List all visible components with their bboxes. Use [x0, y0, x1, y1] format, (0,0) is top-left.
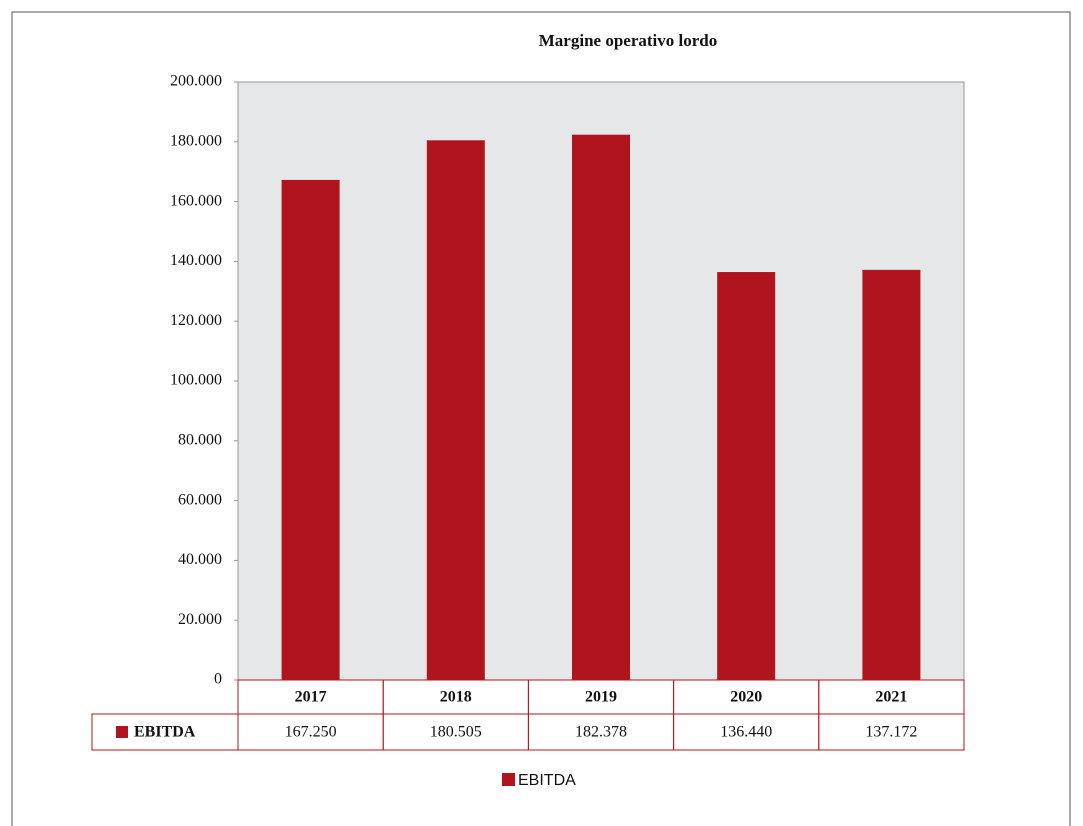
- frame: [11, 11, 1071, 826]
- y-tick-label: 40.000: [178, 551, 222, 568]
- y-tick-label: 20.000: [178, 611, 222, 628]
- y-tick-label: 100.000: [170, 372, 222, 389]
- x-tick-label: 2018: [440, 689, 472, 706]
- table-cell: [818, 679, 965, 751]
- bar: [572, 134, 630, 681]
- x-tick-label: 2021: [875, 689, 907, 706]
- y-tick-label: 60.000: [178, 491, 222, 508]
- data-label: 182.378: [575, 724, 627, 741]
- data-label: 180.505: [430, 724, 482, 741]
- bar: [717, 272, 776, 680]
- bar: [862, 269, 921, 680]
- data-label: 137.172: [865, 724, 917, 741]
- y-tick-label: 0: [214, 671, 222, 688]
- data-label: 136.440: [720, 724, 772, 741]
- y-tick-label: 120.000: [170, 312, 222, 329]
- y-tick-label: 80.000: [178, 431, 222, 448]
- y-tick-label: 140.000: [170, 252, 222, 269]
- x-tick-label: 2017: [295, 689, 327, 706]
- y-tick-label: 160.000: [170, 192, 222, 209]
- y-tick-label: 200.000: [170, 73, 222, 90]
- table-cell: [91, 713, 239, 751]
- x-tick-label: 2020: [730, 689, 762, 706]
- bar: [426, 140, 485, 681]
- table-legend-swatch: [116, 726, 128, 738]
- legend-swatch: [502, 773, 515, 786]
- chart-title: Margine operativo lordo: [539, 31, 717, 50]
- bar: [281, 179, 340, 681]
- data-label: 167.250: [285, 724, 337, 741]
- legend-label: EBITDA: [518, 772, 576, 789]
- table-series-name: EBITDA: [134, 724, 196, 741]
- x-tick-label: 2019: [585, 689, 617, 706]
- y-tick-label: 180.000: [170, 132, 222, 149]
